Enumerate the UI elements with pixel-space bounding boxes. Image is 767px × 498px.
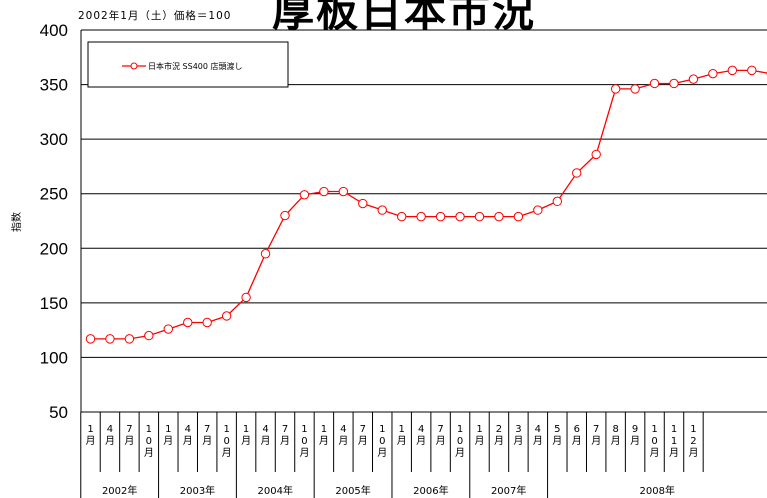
series-line-path xyxy=(90,69,767,340)
data-point xyxy=(513,211,524,222)
x-year-label: 2005年 xyxy=(335,484,370,497)
x-axis: 1 月 4 月 7 月 1 0 月 1 月 4 月 7 月 1 0 月 1 月 4 月 7 月 1 0 月 1 月 4 月 7 月 1 0 月 1 月 4 月… xyxy=(80,412,704,498)
x-year-label: 2003年 xyxy=(180,484,215,497)
y-tick-label: 100 xyxy=(40,348,68,367)
legend: 日本市況 SS400 店頭渡し xyxy=(87,41,289,88)
y-tick-label: 200 xyxy=(40,239,68,258)
x-year-label: 2006年 xyxy=(413,484,448,497)
data-point xyxy=(455,211,465,222)
y-tick-label: 350 xyxy=(40,76,68,95)
data-point xyxy=(183,317,193,328)
grid-lines xyxy=(80,29,767,413)
y-tick-label: 400 xyxy=(40,21,68,40)
y-tick-label: 50 xyxy=(49,403,68,422)
data-point xyxy=(610,84,621,94)
data-point xyxy=(338,186,349,197)
data-point xyxy=(630,84,640,94)
data-point xyxy=(280,210,290,221)
legend-swatch-marker xyxy=(130,62,138,70)
data-point xyxy=(494,211,504,222)
legend-label: 日本市況 SS400 店頭渡し xyxy=(148,61,243,71)
x-year-label: 2004年 xyxy=(258,484,293,497)
y-tick-label: 250 xyxy=(40,185,68,204)
data-point xyxy=(416,211,426,222)
data-point xyxy=(727,65,738,76)
chart-subtitle: 2002年1月（土）価格＝100 xyxy=(78,10,232,22)
data-point xyxy=(124,334,135,344)
data-point xyxy=(319,186,329,197)
data-point xyxy=(221,311,232,321)
data-point xyxy=(708,68,718,79)
data-point xyxy=(533,205,543,215)
data-point xyxy=(649,78,660,89)
data-point xyxy=(85,334,96,344)
x-year-label: 2002年 xyxy=(102,484,137,497)
x-year-label: 2008年 xyxy=(640,484,675,497)
data-point xyxy=(260,249,271,259)
data-point xyxy=(377,205,387,215)
y-axis-ticks: 50 100 150 200 250 300 350 400 xyxy=(40,21,68,422)
data-point xyxy=(358,198,368,209)
data-point xyxy=(747,65,757,76)
data-point xyxy=(474,211,485,222)
data-point xyxy=(202,317,212,328)
y-axis-label: 指数 xyxy=(10,212,23,232)
data-point xyxy=(299,190,310,200)
data-point xyxy=(591,149,601,160)
data-point xyxy=(688,74,699,84)
legend-box xyxy=(87,41,289,88)
x-year-label: 2007年 xyxy=(491,484,526,497)
y-tick-label: 300 xyxy=(40,130,68,149)
data-point xyxy=(397,211,407,222)
data-point xyxy=(669,78,679,89)
series-line xyxy=(85,65,767,344)
data-point xyxy=(572,168,582,178)
data-point xyxy=(163,324,174,334)
data-point xyxy=(241,292,251,303)
data-point xyxy=(552,196,562,207)
y-tick-label: 150 xyxy=(40,294,68,313)
data-point xyxy=(144,330,154,341)
data-point xyxy=(435,211,446,222)
data-point xyxy=(105,334,115,344)
